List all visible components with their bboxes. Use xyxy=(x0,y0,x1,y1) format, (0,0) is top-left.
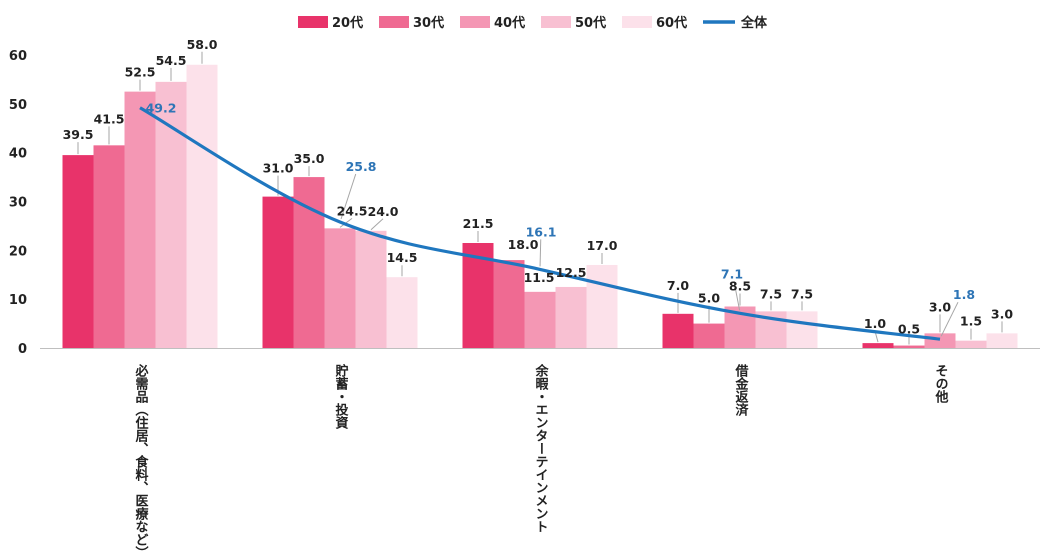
total-line-path xyxy=(139,106,941,341)
data-labels: 39.541.5 52.554.558.0 49.2 31.035.0 24.5 24.0… xyxy=(63,37,1014,337)
data-label-2-1: 31.0 xyxy=(263,161,294,176)
category-label-5: その他 xyxy=(933,364,950,404)
total-label-1: 49.2 xyxy=(146,101,177,116)
leader-line xyxy=(539,239,542,267)
legend-label-3: 40代 xyxy=(494,15,525,31)
bars xyxy=(62,64,1018,349)
data-label-5-2: 0.5 xyxy=(898,322,920,337)
category-label-3: 余暇・エンターテインメント xyxy=(533,363,550,533)
total-label-4: 7.1 xyxy=(721,266,743,281)
data-label-1-1: 39.5 xyxy=(63,127,94,142)
data-label-1-5: 58.0 xyxy=(187,37,218,52)
legend-swatch-4 xyxy=(541,16,571,28)
bar-1-1 xyxy=(62,155,94,348)
total-label-3: 16.1 xyxy=(526,224,557,239)
data-label-2-3: 24.5 xyxy=(337,203,368,218)
legend-label-2: 30代 xyxy=(413,15,444,31)
category-labels: 必需品（住居、食料、医療など） 貯蓄・投資 余暇・エンターテインメント 借金返済 その他 xyxy=(133,363,950,557)
bar-1-2 xyxy=(93,145,125,348)
bar-4-1 xyxy=(662,313,694,348)
total-line xyxy=(139,106,941,341)
total-label-2: 25.8 xyxy=(346,159,377,174)
leader-line xyxy=(340,173,357,220)
legend-label-4: 50代 xyxy=(575,15,606,31)
data-label-1-4: 54.5 xyxy=(156,53,187,68)
bar-4-2 xyxy=(693,323,725,348)
data-label-1-3: 52.5 xyxy=(125,65,156,80)
data-label-4-3: 8.5 xyxy=(729,278,751,293)
bar-2-4 xyxy=(355,230,387,348)
data-label-4-2: 5.0 xyxy=(698,291,720,306)
bar-5-3 xyxy=(924,333,956,348)
y-axis: 0 10 20 30 40 50 60 xyxy=(9,49,27,357)
legend-swatch-3 xyxy=(460,16,490,28)
bar-2-3 xyxy=(324,228,356,348)
data-label-4-4: 7.5 xyxy=(760,286,782,301)
bar-3-5 xyxy=(586,264,618,348)
legend: 20代 30代 40代 50代 60代 全体 xyxy=(298,15,768,31)
bar-5-1 xyxy=(862,343,894,348)
data-label-3-3: 11.5 xyxy=(524,270,555,285)
data-label-3-4: 12.5 xyxy=(556,265,587,280)
data-label-3-1: 21.5 xyxy=(463,216,494,231)
legend-label-total: 全体 xyxy=(740,15,768,31)
category-label-1: 必需品（住居、食料、医療など） xyxy=(133,363,150,557)
y-tick-label: 50 xyxy=(9,98,27,113)
data-label-1-2: 41.5 xyxy=(94,111,125,126)
data-label-5-1: 1.0 xyxy=(864,316,886,331)
data-label-2-2: 35.0 xyxy=(294,151,325,166)
legend-swatch-2 xyxy=(379,16,409,28)
bar-1-3 xyxy=(124,91,156,348)
y-tick-label: 40 xyxy=(9,147,27,162)
legend-label-1: 20代 xyxy=(332,15,363,31)
bar-1-5 xyxy=(186,64,218,349)
data-label-4-5: 7.5 xyxy=(791,286,813,301)
category-label-2: 貯蓄・投資 xyxy=(333,363,349,430)
bar-5-2 xyxy=(893,345,925,348)
legend-label-5: 60代 xyxy=(656,15,687,31)
legend-swatch-1 xyxy=(298,16,328,28)
legend-swatch-5 xyxy=(622,16,652,28)
bar-3-2 xyxy=(493,260,525,348)
bar-5-5 xyxy=(986,333,1018,348)
bar-2-5 xyxy=(386,277,418,348)
data-label-5-4: 1.5 xyxy=(960,314,982,329)
bar-5-4 xyxy=(955,340,987,348)
y-tick-label: 60 xyxy=(9,49,27,64)
leader-line xyxy=(370,218,384,231)
leader-line xyxy=(733,281,741,311)
data-label-3-2: 18.0 xyxy=(508,237,539,252)
data-label-2-5: 14.5 xyxy=(387,250,418,265)
data-label-5-5: 3.0 xyxy=(991,306,1013,321)
bar-4-5 xyxy=(786,311,818,348)
y-tick-label: 30 xyxy=(9,196,27,211)
total-label-5: 1.8 xyxy=(953,287,975,302)
leader-line xyxy=(940,301,959,337)
data-label-5-3: 3.0 xyxy=(929,299,951,314)
data-label-3-5: 17.0 xyxy=(587,238,618,253)
y-tick-label: 20 xyxy=(9,244,27,259)
data-label-4-1: 7.0 xyxy=(667,278,689,293)
bar-2-2 xyxy=(293,177,325,348)
y-tick-label: 10 xyxy=(9,293,27,308)
bar-2-1 xyxy=(262,196,294,348)
y-tick-label: 0 xyxy=(18,342,27,357)
bar-3-4 xyxy=(555,286,587,348)
data-label-2-4: 24.0 xyxy=(368,204,399,219)
bar-3-3 xyxy=(524,291,556,348)
category-label-4: 借金返済 xyxy=(733,363,750,417)
